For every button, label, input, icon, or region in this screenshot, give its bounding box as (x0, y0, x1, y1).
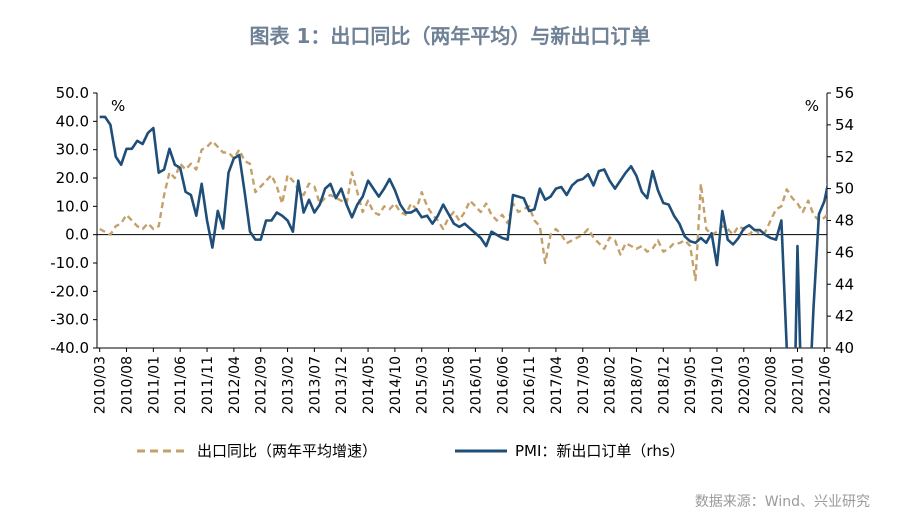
y-left-tick-label: -40.0 (50, 339, 89, 357)
x-tick-label: 2015/03 (415, 356, 431, 414)
legend-label: PMI：新出口订单（rhs） (515, 442, 685, 460)
y-left-tick-label: -30.0 (50, 311, 89, 329)
x-tick-label: 2013/07 (307, 356, 323, 414)
y-right-tick-label: 42 (835, 307, 854, 325)
series-pmi-new-export-orders-line (99, 115, 827, 348)
x-tick-label: 2016/01 (468, 356, 484, 414)
y-right-tick-label: 56 (835, 84, 854, 102)
chart-legend: 出口同比（两年平均增速） PMI：新出口订单（rhs） (137, 442, 685, 460)
x-tick-label: 2017/09 (576, 356, 592, 414)
chart-axes: 50.0 40.0 30.0 20.0 10.0 0.0 -10.0 -20.0 -30.0 -4… (50, 84, 854, 414)
y-left-tick-label: 10.0 (56, 197, 89, 215)
x-tick-label: 2018/07 (629, 356, 645, 414)
x-tick-label: 2010/08 (120, 356, 136, 414)
chart-series (99, 115, 827, 348)
y-left-tick-label: -20.0 (50, 282, 89, 300)
y-right-tick-label: 46 (835, 243, 854, 261)
x-tick-label: 2013/12 (334, 356, 350, 414)
x-tick-label: 2011/06 (173, 356, 189, 414)
data-source-note: 数据来源：Wind、兴业研究 (694, 494, 870, 510)
y-left-tick-label: 0.0 (65, 226, 89, 244)
x-tick-label: 2021/01 (790, 356, 806, 414)
x-tick-label: 2014/10 (388, 356, 404, 414)
x-tick-label: 2016/06 (495, 356, 511, 414)
y-right-tick-label: 48 (835, 212, 854, 230)
x-tick-label: 2015/08 (442, 356, 458, 414)
x-tick-label: 2018/02 (603, 356, 619, 414)
x-tick-label: 2012/09 (254, 356, 270, 414)
y-right-unit: % (805, 97, 819, 115)
x-tick-label: 2010/03 (93, 356, 109, 414)
x-tick-label: 2011/01 (146, 356, 162, 414)
x-tick-label: 2019/10 (710, 356, 726, 414)
x-tick-label: 2012/04 (227, 356, 243, 414)
y-right-tick-label: 40 (835, 339, 854, 357)
y-left-tick-label: 20.0 (56, 169, 89, 187)
y-left-unit: % (111, 97, 125, 115)
x-tick-label: 2019/05 (683, 356, 699, 414)
y-right-tick-label: 54 (835, 116, 854, 134)
y-right-tick-label: 52 (835, 148, 854, 166)
y-left-tick-label: 40.0 (56, 112, 89, 130)
x-tick-label: 2020/08 (764, 356, 780, 414)
y-left-tick-label: 30.0 (56, 141, 89, 159)
x-tick-label: 2018/12 (656, 356, 672, 414)
x-tick-label: 2021/06 (817, 356, 833, 414)
x-tick-label: 2011/11 (200, 356, 216, 414)
chart-title: 图表 1：出口同比（两年平均）与新出口订单 (249, 24, 651, 48)
y-right-tick-label: 44 (835, 275, 854, 293)
legend-label: 出口同比（两年平均增速） (197, 442, 377, 460)
x-tick-label: 2016/11 (522, 356, 538, 414)
x-tick-label: 2014/05 (361, 356, 377, 414)
series-export-yoy-line (99, 139, 827, 282)
x-tick-label: 2017/04 (549, 356, 565, 414)
y-right-tick-label: 50 (835, 180, 854, 198)
y-left-tick-label: -10.0 (50, 254, 89, 272)
x-tick-label: 2020/03 (737, 356, 753, 414)
y-left-tick-label: 50.0 (56, 84, 89, 102)
x-tick-label: 2013/02 (281, 356, 297, 414)
